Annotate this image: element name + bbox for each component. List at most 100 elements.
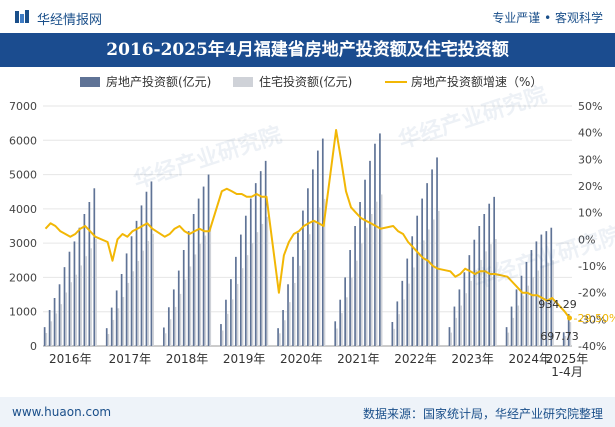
resid-bar <box>45 332 48 346</box>
resid-bar <box>256 232 259 346</box>
invest-bar <box>493 196 496 346</box>
resid-bar <box>241 268 244 346</box>
resid-bar <box>465 293 467 346</box>
resid-bar <box>398 314 400 346</box>
resid-bar <box>85 256 87 346</box>
huajing-logo-icon <box>15 10 29 23</box>
resid-bar <box>393 328 395 346</box>
invest-bar <box>530 250 533 346</box>
resid-bar <box>341 313 343 346</box>
resid-bar <box>60 304 63 346</box>
resid-bar <box>403 299 405 346</box>
y-tick-label-right: 50% <box>578 100 602 113</box>
invest-bar <box>150 181 153 346</box>
x-tick-label: 2023年 <box>451 352 494 366</box>
x-tick-label: 2021年 <box>337 352 380 366</box>
resid-bar <box>50 321 53 346</box>
resid-bar <box>422 240 425 346</box>
invest-bar <box>453 306 456 346</box>
resid-bar <box>95 239 97 346</box>
invest-bar <box>220 324 222 346</box>
invest-bar <box>197 198 200 346</box>
invest-bar <box>334 321 337 346</box>
footer-url[interactable]: www.huaon.com <box>12 405 112 419</box>
resid-bar <box>251 243 254 346</box>
data-label-resid: 697.73 <box>540 330 579 343</box>
legend-swatch-growth <box>385 81 407 83</box>
invest-bar <box>302 210 304 346</box>
y-tick-label-right: 30% <box>578 153 602 166</box>
legend-label-invest: 房地产投资额(亿元) <box>106 75 212 89</box>
resid-bar <box>127 282 130 346</box>
y-tick-label-right: 10% <box>578 207 602 220</box>
y-tick-label-right: -30% <box>578 313 606 326</box>
resid-bar <box>507 332 510 346</box>
resid-bar <box>517 305 520 346</box>
invest-bar <box>58 284 61 346</box>
resid-bar <box>323 198 326 346</box>
invest-bar <box>540 234 543 346</box>
resid-bar <box>365 227 368 346</box>
invest-bar <box>391 322 394 346</box>
invest-bar <box>468 255 471 346</box>
invest-bar <box>135 220 138 346</box>
invest-bar <box>458 289 461 346</box>
resid-bar <box>90 248 92 346</box>
resid-bar <box>542 265 544 346</box>
invest-bar <box>182 250 185 346</box>
resid-bar <box>70 282 73 346</box>
y-tick-label-left: 5000 <box>9 169 37 182</box>
data-label-growth: -29.50% <box>574 312 615 325</box>
invest-bar <box>287 284 289 346</box>
resid-bar <box>522 295 525 346</box>
resid-bar <box>288 302 291 346</box>
chart-plot: 0 1000 2000 3000 4000 5000 6000 7000 -40% -30% -20… <box>9 100 615 379</box>
invest-bar <box>520 275 523 346</box>
resid-bar <box>174 306 177 346</box>
invest-bar <box>431 169 433 346</box>
x-tick-label: 2016年 <box>49 352 92 366</box>
invest-bar <box>401 280 404 346</box>
resid-bar <box>370 214 373 346</box>
x-tick-label: 1-4月 <box>551 365 583 379</box>
resid-bar <box>107 334 110 346</box>
resid-bar <box>147 241 149 346</box>
resid-bar <box>152 233 154 346</box>
resid-bar <box>360 243 363 346</box>
resid-bar <box>470 280 472 346</box>
resid-bar <box>209 227 212 346</box>
growth-line <box>44 129 571 319</box>
invest-bar <box>316 150 319 346</box>
invest-bar <box>187 231 190 346</box>
invest-bar <box>436 157 438 346</box>
invest-bar <box>374 143 376 346</box>
resid-bar <box>293 282 296 346</box>
invest-bar <box>535 241 538 346</box>
invest-bar <box>354 226 356 346</box>
resid-bar <box>455 317 457 346</box>
resid-bar <box>350 277 353 346</box>
resid-bar <box>313 220 316 346</box>
invest-bar <box>207 174 210 346</box>
resid-bar <box>246 255 249 346</box>
invest-bar <box>463 272 466 346</box>
invest-bar <box>125 253 128 346</box>
y-tick-label-right: 20% <box>578 180 602 193</box>
invest-bar <box>43 327 46 346</box>
invest-bar <box>448 327 451 346</box>
data-label-invest: 934.29 <box>538 298 577 311</box>
y-tick-label-right: 40% <box>578 127 602 140</box>
resid-bar <box>537 270 539 346</box>
resid-bar <box>527 285 529 346</box>
invest-bar <box>545 231 548 346</box>
invest-bar <box>483 214 486 346</box>
legend-label-growth: 房地产投资额增速（%） <box>411 75 543 89</box>
invest-bar <box>244 215 247 346</box>
invest-bar <box>379 133 381 346</box>
resid-bar <box>418 252 420 346</box>
invest-bar <box>488 203 491 346</box>
invest-bar <box>110 307 113 346</box>
y-tick-label-right: -40% <box>578 340 606 353</box>
invest-bar <box>230 279 232 346</box>
resid-bar <box>80 265 82 346</box>
